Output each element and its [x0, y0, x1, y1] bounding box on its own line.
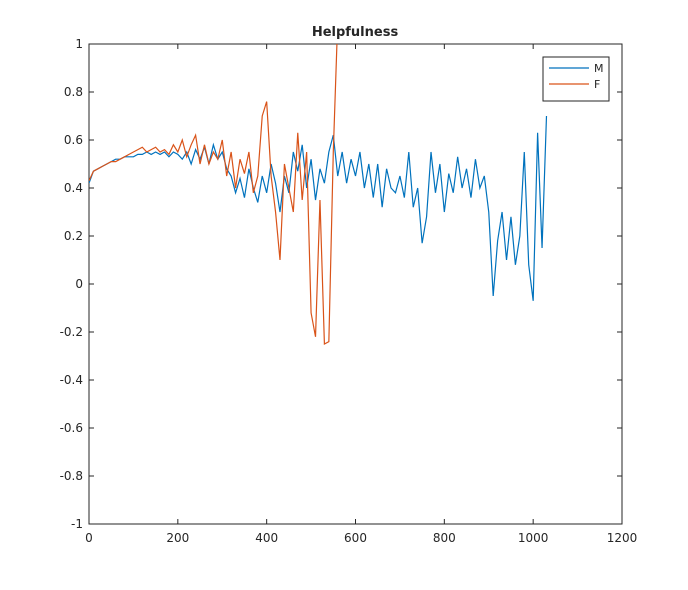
legend-box: [542, 56, 610, 102]
y-tick-label: -0.2: [60, 325, 83, 339]
x-tick-label: 1200: [607, 531, 638, 545]
y-tick-label: -0.6: [60, 421, 83, 435]
y-tick-label: -0.8: [60, 469, 83, 483]
y-tick-label: 0.4: [64, 181, 83, 195]
x-tick-label: 200: [166, 531, 189, 545]
y-tick-label: 0.6: [64, 133, 83, 147]
legend-label: F: [594, 78, 600, 91]
x-tick-label: 600: [344, 531, 367, 545]
legend-label: M: [594, 62, 604, 75]
y-tick-label: 0.8: [64, 85, 83, 99]
plot-area: [88, 43, 623, 525]
line: [89, 44, 338, 345]
y-tick-label: 1: [75, 37, 83, 51]
plot-lines: [89, 44, 548, 345]
x-tick-label: 800: [433, 531, 456, 545]
y-tick-label: -1: [71, 517, 83, 531]
y-tick-label: -0.4: [60, 373, 83, 387]
line: [89, 115, 548, 301]
x-tick-label: 0: [85, 531, 93, 545]
y-tick-label: 0: [75, 277, 83, 291]
y-tick-label: 0.2: [64, 229, 83, 243]
chart-title: Helpfulness: [312, 25, 399, 40]
x-tick-label: 1000: [518, 531, 549, 545]
x-tick-label: 400: [255, 531, 278, 545]
